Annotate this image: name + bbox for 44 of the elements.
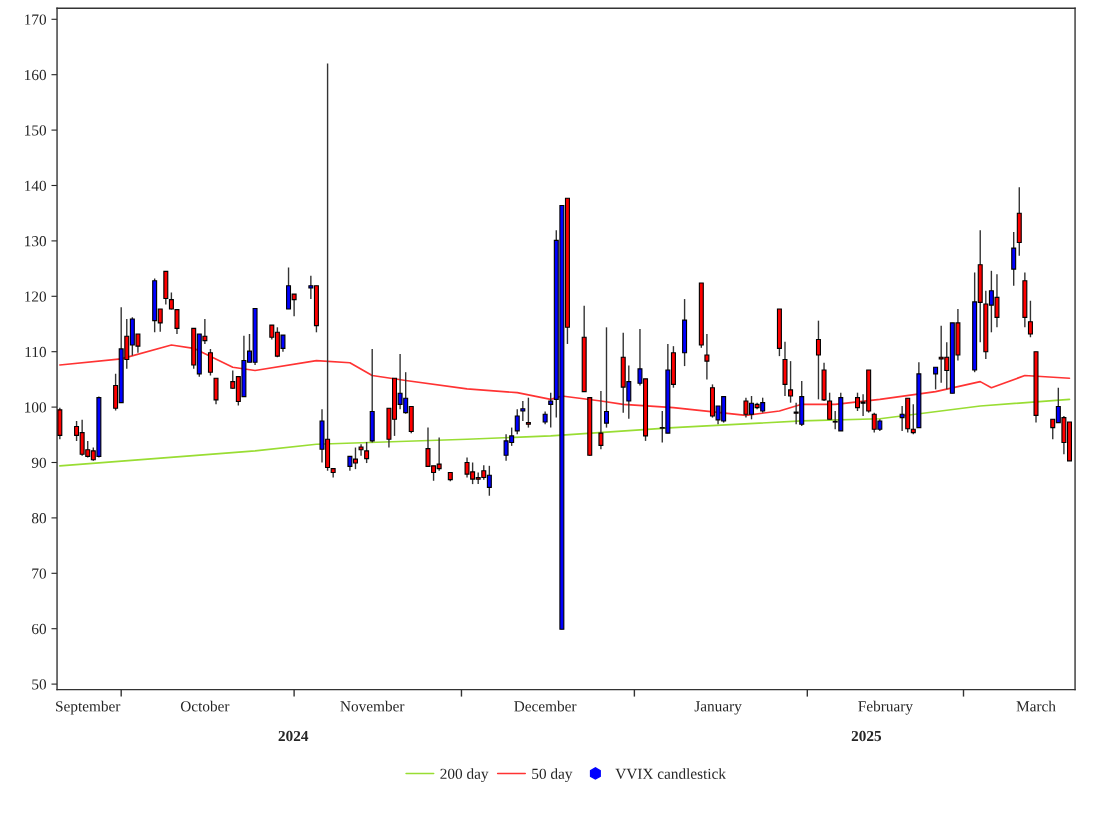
legend-label: VVIX candlestick [615,768,726,780]
y-tick-label: 170 [25,14,47,25]
x-tick-label: January [694,701,742,715]
y-tick-label: 140 [25,180,47,191]
candlestick [603,326,610,429]
y-tick-label: 130 [25,236,47,247]
y-tick-label: 150 [25,125,47,136]
candlestick [933,366,939,391]
y-tick-label: 80 [31,513,47,524]
candlestick [514,408,520,435]
x-tick-label: October [180,700,230,712]
candlestick [788,360,794,404]
y-tick-label: 100 [25,402,47,413]
candlestick [364,441,370,464]
text: 2025 [851,730,882,742]
y-tick-label: 70 [32,568,47,579]
candlestick [1027,300,1033,338]
x-tick-label: December [514,700,577,712]
y-tick-label: 120 [25,291,47,302]
y-tick-label: 90 [31,457,47,468]
line-series [58,398,1071,467]
candlestick [207,348,213,377]
candlestick [213,377,219,406]
candlestick [358,443,364,457]
legend-label: 50 day [532,768,573,783]
x-tick-label: September [56,700,121,715]
y-tick-label: 50 [32,679,47,690]
candlestick [548,391,554,429]
y-tick-label: 160 [25,69,47,81]
candlestick [525,396,531,429]
x-tick-label: March [1016,700,1056,712]
x-tick-label: November [340,700,405,712]
candlestick [910,403,916,435]
candlestick [520,400,526,422]
line-series [58,344,1071,417]
y-tick-label: 110 [25,346,47,358]
legend-label: 200 day [440,768,489,783]
text: 2024 [278,730,309,742]
candlestick [598,390,604,450]
candlestick [815,319,821,401]
y-tick-label: 60 [32,623,47,635]
candlestick [704,333,710,381]
candlestick [1011,231,1017,287]
x-tick-label: February [858,700,913,715]
